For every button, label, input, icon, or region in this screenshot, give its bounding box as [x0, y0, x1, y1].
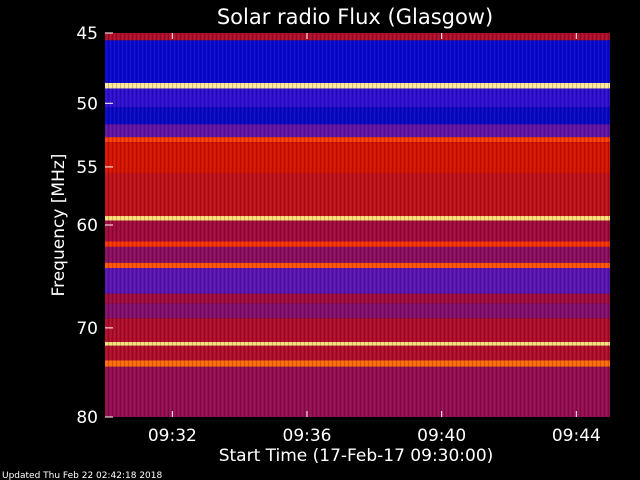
y-axis-label: Frequency [MHz]: [49, 154, 69, 297]
plot-area: [105, 33, 610, 417]
y-tick-label: 80: [76, 408, 98, 428]
x-tick-label: 09:36: [283, 426, 332, 446]
x-tick-label: 09:32: [148, 426, 197, 446]
y-tick-label: 50: [76, 94, 98, 114]
axis-ticks: 09:32 09:36 09:40 09:44 45 50 55 60 70 80: [76, 24, 600, 446]
updated-timestamp: Updated Thu Feb 22 02:42:18 2018: [2, 471, 163, 480]
y-tick-label: 60: [76, 216, 98, 236]
y-tick-label: 55: [76, 158, 98, 178]
x-tick-label: 09:40: [417, 426, 466, 446]
x-axis-label: Start Time (17-Feb-17 09:30:00): [219, 446, 494, 466]
time-texture: [105, 33, 610, 417]
y-tick-label: 45: [76, 24, 98, 44]
y-tick-label: 70: [76, 319, 98, 339]
chart-title: Solar radio Flux (Glasgow): [217, 5, 493, 29]
x-tick-label: 09:44: [552, 426, 601, 446]
